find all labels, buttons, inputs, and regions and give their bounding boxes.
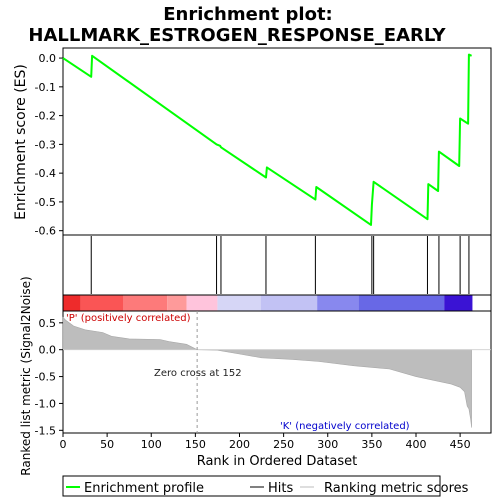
legend-ranking-label: Ranking metric scores <box>324 481 469 496</box>
es-y-label: Enrichment score (ES) <box>13 64 29 220</box>
xtick-label: 100 <box>141 438 162 451</box>
positive-correlation-label: 'P' (positively correlated) <box>66 313 191 324</box>
enrichment-profile-line <box>63 55 472 225</box>
hits-ticks <box>91 236 469 294</box>
heatmap-segment <box>359 295 445 311</box>
xtick-label: 50 <box>100 438 114 451</box>
xtick-label: 450 <box>450 438 471 451</box>
heatmap-segment <box>167 295 186 311</box>
metric-ytick-label: 0.0 <box>39 344 57 357</box>
xtick-label: 300 <box>317 438 338 451</box>
metric-ytick-label: 0.5 <box>39 317 57 330</box>
xtick-label: 350 <box>361 438 382 451</box>
title-line2: HALLMARK_ESTROGEN_RESPONSE_EARLY <box>28 25 446 46</box>
heatmap-segment <box>81 295 123 311</box>
x-axis: 0 50 100 150 200 250 300 350 400 450 <box>60 433 471 451</box>
zero-cross-label: Zero cross at 152 <box>154 368 242 379</box>
metric-y-axis: 0.5 0.0 -0.5 -1.0 -1.5 <box>35 317 63 437</box>
enrichment-profile-path <box>63 55 472 225</box>
xtick-label: 200 <box>229 438 250 451</box>
metric-ytick-label: -0.5 <box>35 371 56 384</box>
negative-correlation-label: 'K' (negatively correlated) <box>280 421 410 432</box>
heatmap-segment <box>63 295 81 311</box>
ranking-metric-area <box>63 311 491 433</box>
legend: Enrichment profile Hits Ranking metric s… <box>63 476 469 496</box>
metric-y-label: Ranked list metric (Signal2Noise) <box>19 276 33 475</box>
es-ytick-label: -0.3 <box>35 138 56 151</box>
heatmap-segment <box>444 295 472 311</box>
legend-hits-label: Hits <box>268 481 293 496</box>
xtick-label: 250 <box>273 438 294 451</box>
rank-heatmap-bar <box>63 295 491 311</box>
es-ytick-label: -0.6 <box>35 225 56 238</box>
hits-panel-frame <box>63 235 491 295</box>
es-y-axis: 0.0 -0.1 -0.2 -0.3 -0.4 -0.5 -0.6 <box>35 52 63 238</box>
ranking-metric-fill <box>63 317 472 427</box>
title-line1: Enrichment plot: <box>163 4 333 25</box>
es-ytick-label: -0.4 <box>35 167 56 180</box>
heatmap-tail <box>472 295 491 311</box>
heatmap-segment <box>187 295 218 311</box>
heatmap-segment <box>317 295 358 311</box>
es-ytick-label: -0.2 <box>35 110 56 123</box>
xtick-label: 150 <box>185 438 206 451</box>
x-axis-label: Rank in Ordered Dataset <box>197 454 358 469</box>
xtick-label: 400 <box>405 438 426 451</box>
es-ytick-label: -0.5 <box>35 196 56 209</box>
es-ytick-label: -0.1 <box>35 81 56 94</box>
heatmap-segment <box>217 295 260 311</box>
heatmap-segment <box>261 295 317 311</box>
es-ytick-label: 0.0 <box>39 52 57 65</box>
metric-ytick-label: -1.0 <box>35 397 56 410</box>
metric-ytick-label: -1.5 <box>35 424 56 437</box>
legend-enrichment-label: Enrichment profile <box>84 481 204 496</box>
heatmap-segment <box>123 295 167 311</box>
xtick-label: 0 <box>60 438 67 451</box>
